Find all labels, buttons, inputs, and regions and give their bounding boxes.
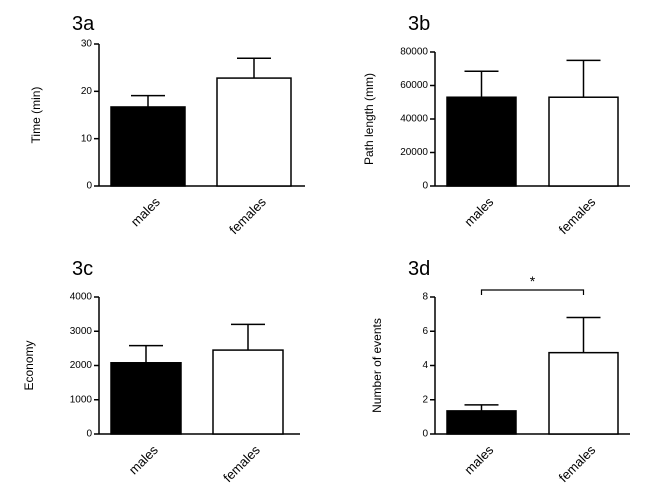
y-axis-label: Path length (mm): [362, 73, 376, 165]
y-tick-label: 40000: [400, 114, 428, 125]
y-axis-label: Economy: [22, 340, 36, 390]
panel-title: 3c: [72, 258, 93, 280]
y-tick-label: 4000: [70, 292, 93, 303]
bar: [446, 410, 517, 435]
y-axis-label: Number of events: [370, 318, 384, 413]
y-tick-label: 0: [86, 181, 92, 192]
y-tick-label: 0: [422, 429, 428, 440]
x-tick-label: females: [220, 442, 263, 485]
y-axis-label: Time (min): [29, 87, 43, 144]
bar: [110, 106, 186, 187]
y-tick-label: 1000: [70, 394, 93, 405]
significance-label: *: [530, 273, 536, 289]
significance-bracket: [480, 289, 585, 295]
bar: [110, 362, 182, 435]
x-tick-label: females: [556, 194, 599, 237]
y-tick-label: 30: [81, 39, 93, 50]
bar: [446, 96, 517, 187]
x-tick-label: males: [461, 194, 496, 229]
y-tick-label: 60000: [400, 80, 428, 91]
x-tick-label: males: [461, 442, 496, 477]
bar: [216, 77, 292, 187]
x-tick-label: males: [128, 194, 163, 229]
y-tick-label: 2000: [70, 360, 93, 371]
y-tick-label: 20000: [400, 147, 428, 158]
bar: [548, 351, 619, 435]
panel-title: 3a: [72, 13, 95, 35]
bar: [548, 96, 619, 187]
y-tick-label: 10: [81, 133, 93, 144]
x-tick-label: females: [226, 194, 269, 237]
y-tick-label: 8: [422, 292, 428, 303]
y-tick-label: 6: [422, 326, 428, 337]
y-tick-label: 3000: [70, 326, 93, 337]
panel-title: 3b: [408, 13, 430, 35]
y-tick-label: 0: [86, 429, 92, 440]
bar: [212, 349, 284, 435]
y-tick-label: 2: [422, 394, 428, 405]
x-tick-label: males: [126, 442, 161, 477]
y-tick-label: 4: [422, 360, 428, 371]
y-tick-label: 0: [422, 181, 428, 192]
panel-title: 3d: [408, 258, 430, 280]
y-tick-label: 80000: [400, 47, 428, 58]
y-tick-label: 20: [81, 86, 93, 97]
x-tick-label: females: [556, 442, 599, 485]
